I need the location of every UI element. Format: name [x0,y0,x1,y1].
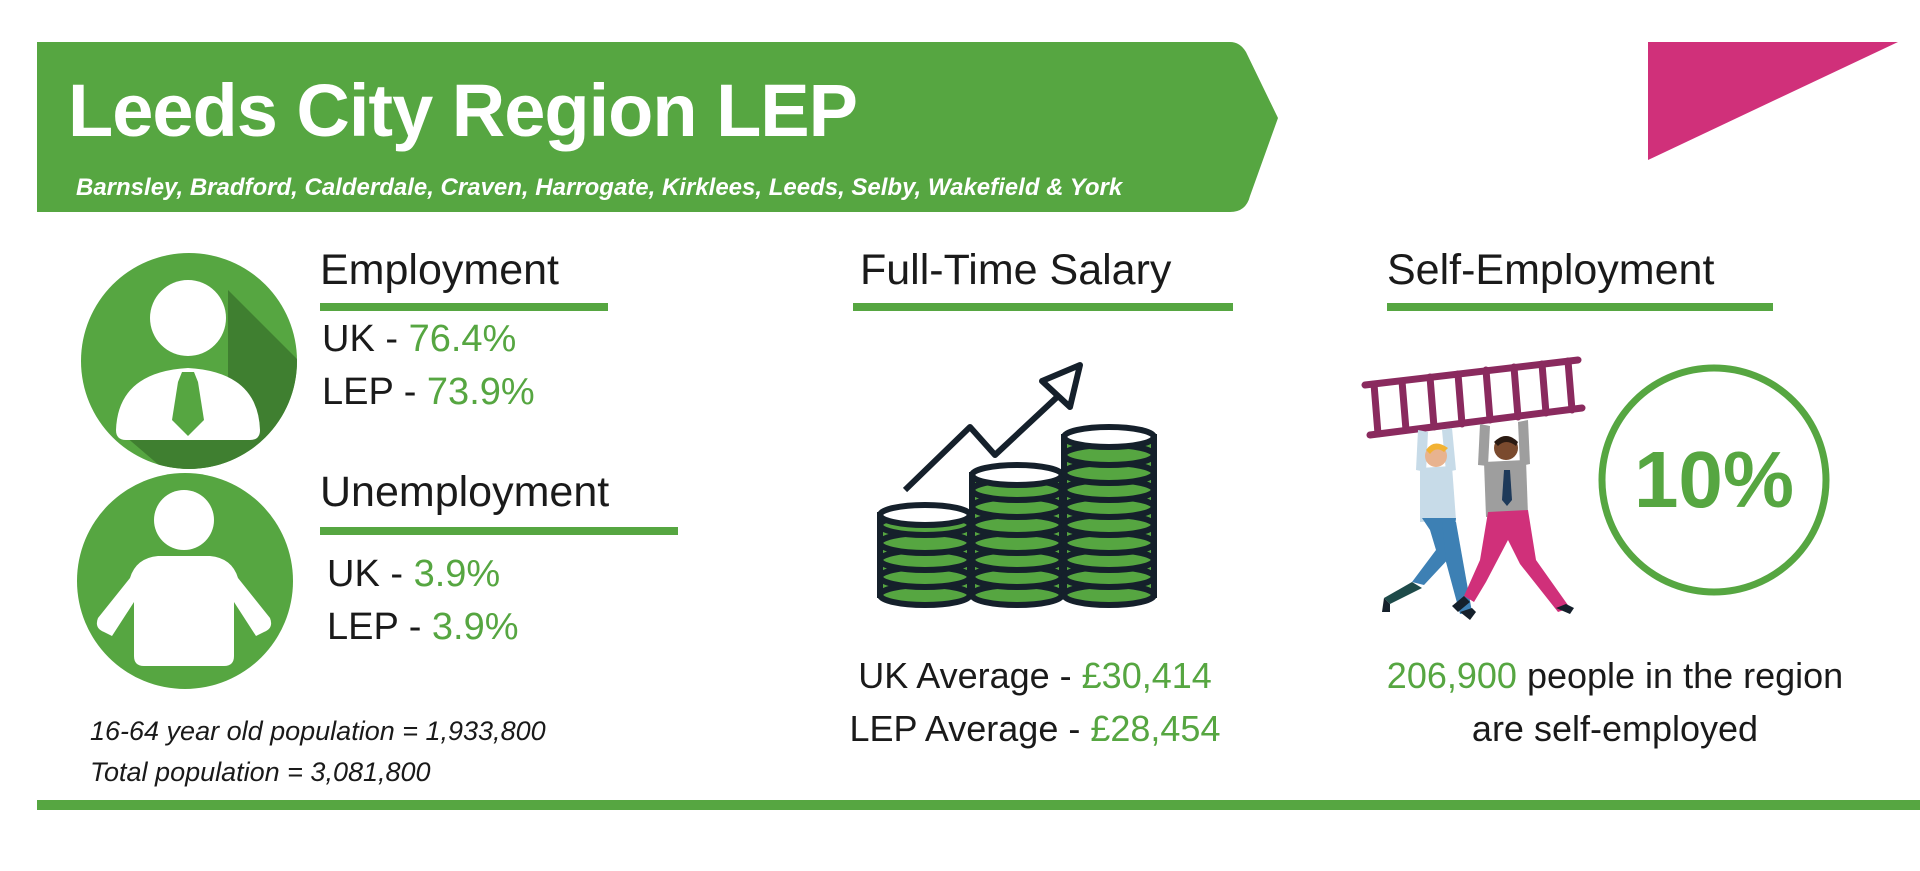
employment-lep-value: 73.9% [426,371,535,413]
banner-shape [37,42,1898,212]
total-population: Total population = 3,081,800 [90,757,431,787]
percent-ring [1598,364,1830,596]
coin-stacks-growth-icon [877,362,1157,608]
employment-heading: Employment [320,246,559,294]
self-employment-underline [1387,303,1773,311]
region-list: Barnsley, Bradford, Calderdale, Craven, … [76,174,1123,201]
salary-uk: UK Average - £30,414 [858,655,1212,696]
unemployment-uk-value: 3.9% [413,553,501,595]
unemployment-heading: Unemployment [320,468,610,516]
pink-corner-triangle [1648,42,1898,160]
unemployment-lep: LEP - 3.9% [327,606,519,648]
unemployment-underline [320,527,678,535]
employment-underline [320,303,608,311]
person-with-tie-icon [81,253,297,469]
self-employment-count: 206,900 people in the region [1386,655,1844,696]
employment-uk-value: 76.4% [408,318,517,360]
unemployment-lep-value: 3.9% [431,606,519,648]
bottom-divider [37,800,1920,810]
self-employment-caption: are self-employed [1471,708,1759,749]
salary-uk-value: £30,414 [1081,655,1212,696]
person-icon [77,473,293,689]
salary-underline [853,303,1233,311]
self-employment-heading: Self-Employment [1387,246,1715,294]
employment-lep: LEP - 73.9% [322,371,535,413]
self-employment-percent: 10% [1633,435,1795,524]
employment-uk: UK - 76.4% [322,318,517,360]
working-age-population: 16-64 year old population = 1,933,800 [90,716,546,746]
people-carrying-ladder-illustration [1361,356,1586,620]
salary-heading: Full-Time Salary [860,246,1172,294]
self-employment-count-value: 206,900 [1386,655,1517,696]
salary-lep: LEP Average - £28,454 [849,708,1221,749]
unemployment-uk: UK - 3.9% [327,553,501,595]
page-title: Leeds City Region LEP [68,69,858,152]
salary-lep-value: £28,454 [1090,708,1221,749]
